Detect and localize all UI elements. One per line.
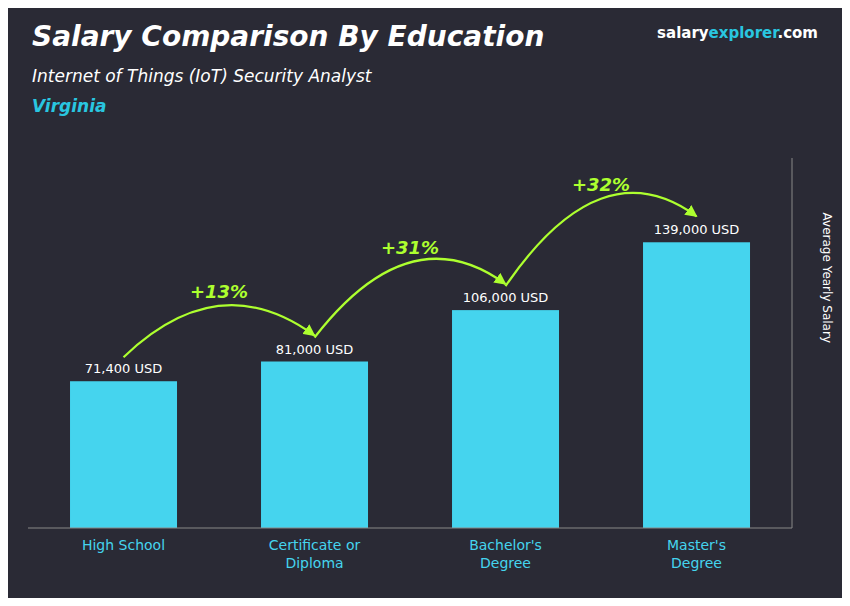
svg-text:+13%: +13%	[190, 281, 248, 302]
svg-text:+31%: +31%	[381, 237, 439, 258]
svg-text:139,000 USD: 139,000 USD	[654, 222, 740, 237]
svg-text:71,400 USD: 71,400 USD	[85, 361, 162, 376]
svg-text:Bachelor'sDegree: Bachelor'sDegree	[469, 537, 542, 571]
svg-text:Average Yearly Salary: Average Yearly Salary	[820, 213, 834, 343]
html-text:Salary Comparison By Education: Salary Comparison By Education	[32, 20, 545, 53]
svg-text:Certificate orDiploma: Certificate orDiploma	[269, 537, 361, 571]
svg-text:Master'sDegree: Master'sDegree	[667, 537, 726, 571]
html-text:Internet of Things (IoT) Secur: Internet of Things (IoT) Security Analys…	[32, 66, 372, 86]
html-text:salary explorer.com: salary explorer.com	[657, 24, 818, 42]
html-text:Virginia: Virginia	[32, 96, 107, 116]
svg-text:106,000 USD: 106,000 USD	[463, 290, 549, 305]
svg-text:+32%: +32%	[572, 174, 630, 195]
svg-text:81,000 USD: 81,000 USD	[276, 342, 353, 357]
svg-text:High School: High School	[82, 537, 165, 553]
